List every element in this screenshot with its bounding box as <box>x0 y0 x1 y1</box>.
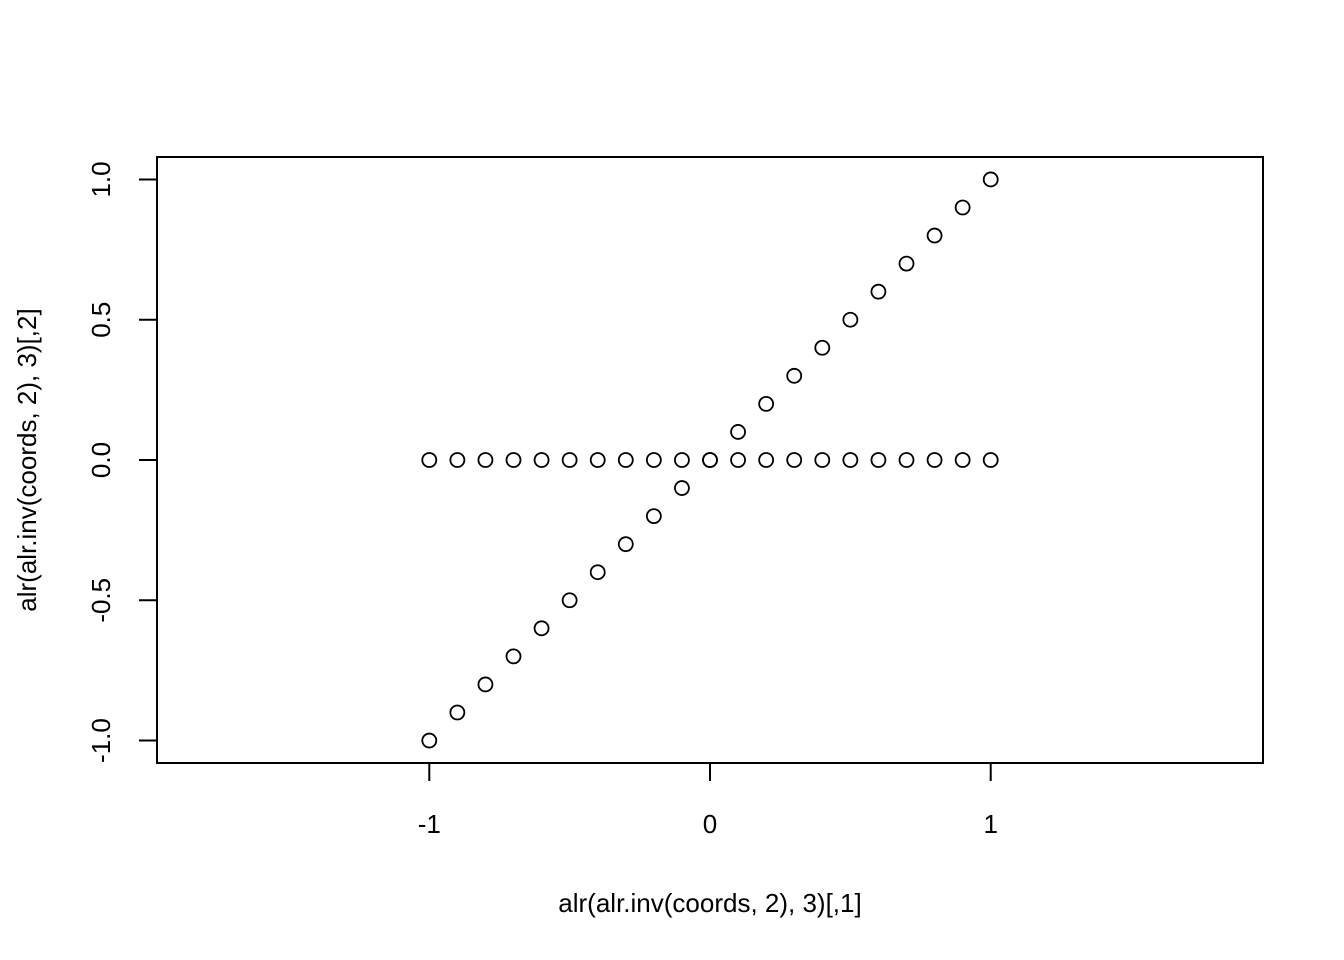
data-point <box>702 452 718 468</box>
y-axis-label: alr(alr.inv(coords, 2), 3)[,2] <box>12 308 42 611</box>
data-points <box>421 171 999 749</box>
plot-frame <box>156 156 1264 764</box>
data-point <box>561 592 578 609</box>
data-point <box>674 452 690 468</box>
data-point <box>674 480 690 496</box>
data-point <box>449 452 466 468</box>
x-tick-label: 1 <box>983 809 997 839</box>
y-axis: -1.0 -0.5 0.0 0.5 1.0 <box>86 161 158 763</box>
data-point <box>842 311 859 328</box>
data-point <box>954 452 971 468</box>
x-axis-label: alr(alr.inv(coords, 2), 3)[,1] <box>558 888 861 918</box>
data-point <box>870 283 887 300</box>
data-point <box>477 676 494 693</box>
y-tick-label: 1.0 <box>86 161 116 197</box>
data-point <box>982 452 999 468</box>
data-point <box>505 452 522 468</box>
x-tick-label: 0 <box>703 809 717 839</box>
y-tick-label: 0.5 <box>86 302 116 338</box>
x-axis: -1 0 1 <box>418 762 998 839</box>
data-point <box>926 452 943 468</box>
data-point <box>533 452 550 468</box>
x-tick-label: -1 <box>418 809 441 839</box>
data-point <box>589 452 606 468</box>
data-point <box>477 452 494 468</box>
data-point <box>561 452 578 468</box>
data-point <box>730 424 746 440</box>
data-point <box>814 339 831 356</box>
data-point <box>898 255 915 272</box>
data-point <box>814 452 831 468</box>
data-point <box>870 452 887 468</box>
y-tick-label: -0.5 <box>86 578 116 623</box>
data-point <box>421 732 438 749</box>
data-point <box>645 508 662 525</box>
data-point <box>758 452 775 468</box>
data-point <box>421 452 438 468</box>
data-point <box>954 199 971 216</box>
y-tick-label: 0.0 <box>86 442 116 478</box>
data-point <box>617 536 634 553</box>
y-tick-label: -1.0 <box>86 718 116 763</box>
data-point <box>730 452 746 468</box>
data-point <box>982 171 999 188</box>
data-point <box>786 367 803 384</box>
data-point <box>505 648 522 665</box>
data-point <box>533 620 550 637</box>
data-point <box>926 227 943 244</box>
data-point <box>449 704 466 721</box>
data-point <box>645 452 662 468</box>
data-point <box>786 452 803 468</box>
data-point <box>842 452 859 468</box>
data-point <box>898 452 915 468</box>
data-point <box>589 564 606 581</box>
data-point <box>617 452 634 468</box>
data-point <box>758 395 775 412</box>
